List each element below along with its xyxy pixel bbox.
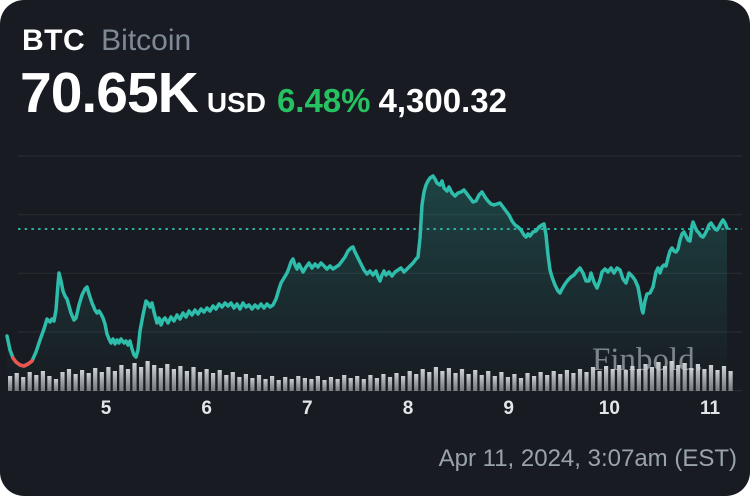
x-axis-label: 6	[201, 398, 212, 419]
price-row: 70.65K USD 6.48% 4,300.32	[20, 61, 507, 125]
currency-label: USD	[206, 87, 266, 118]
x-axis-label: 10	[598, 398, 620, 419]
current-price: 70.65K	[20, 61, 199, 125]
price-area-fill	[7, 176, 727, 391]
price-change-absolute: 4,300.32	[378, 82, 507, 119]
x-axis-label: 11	[699, 398, 721, 419]
x-axis-label: 5	[100, 398, 112, 419]
timestamp: Apr 11, 2024, 3:07am (EST)	[438, 445, 737, 472]
volume-bars	[8, 361, 733, 391]
price-line-negative-segment	[11, 356, 34, 368]
x-axis: 5 6 7 8 9 10 11	[0, 396, 750, 420]
price-change-percent: 6.48%	[276, 82, 371, 119]
coin-header: BTC Bitcoin	[22, 24, 191, 58]
x-axis-label: 8	[402, 398, 414, 419]
x-axis-label: 9	[503, 398, 514, 419]
x-axis-label: 7	[302, 398, 313, 419]
coin-symbol: BTC	[22, 24, 86, 57]
coin-name: Bitcoin	[101, 24, 192, 57]
price-line	[5, 174, 729, 368]
